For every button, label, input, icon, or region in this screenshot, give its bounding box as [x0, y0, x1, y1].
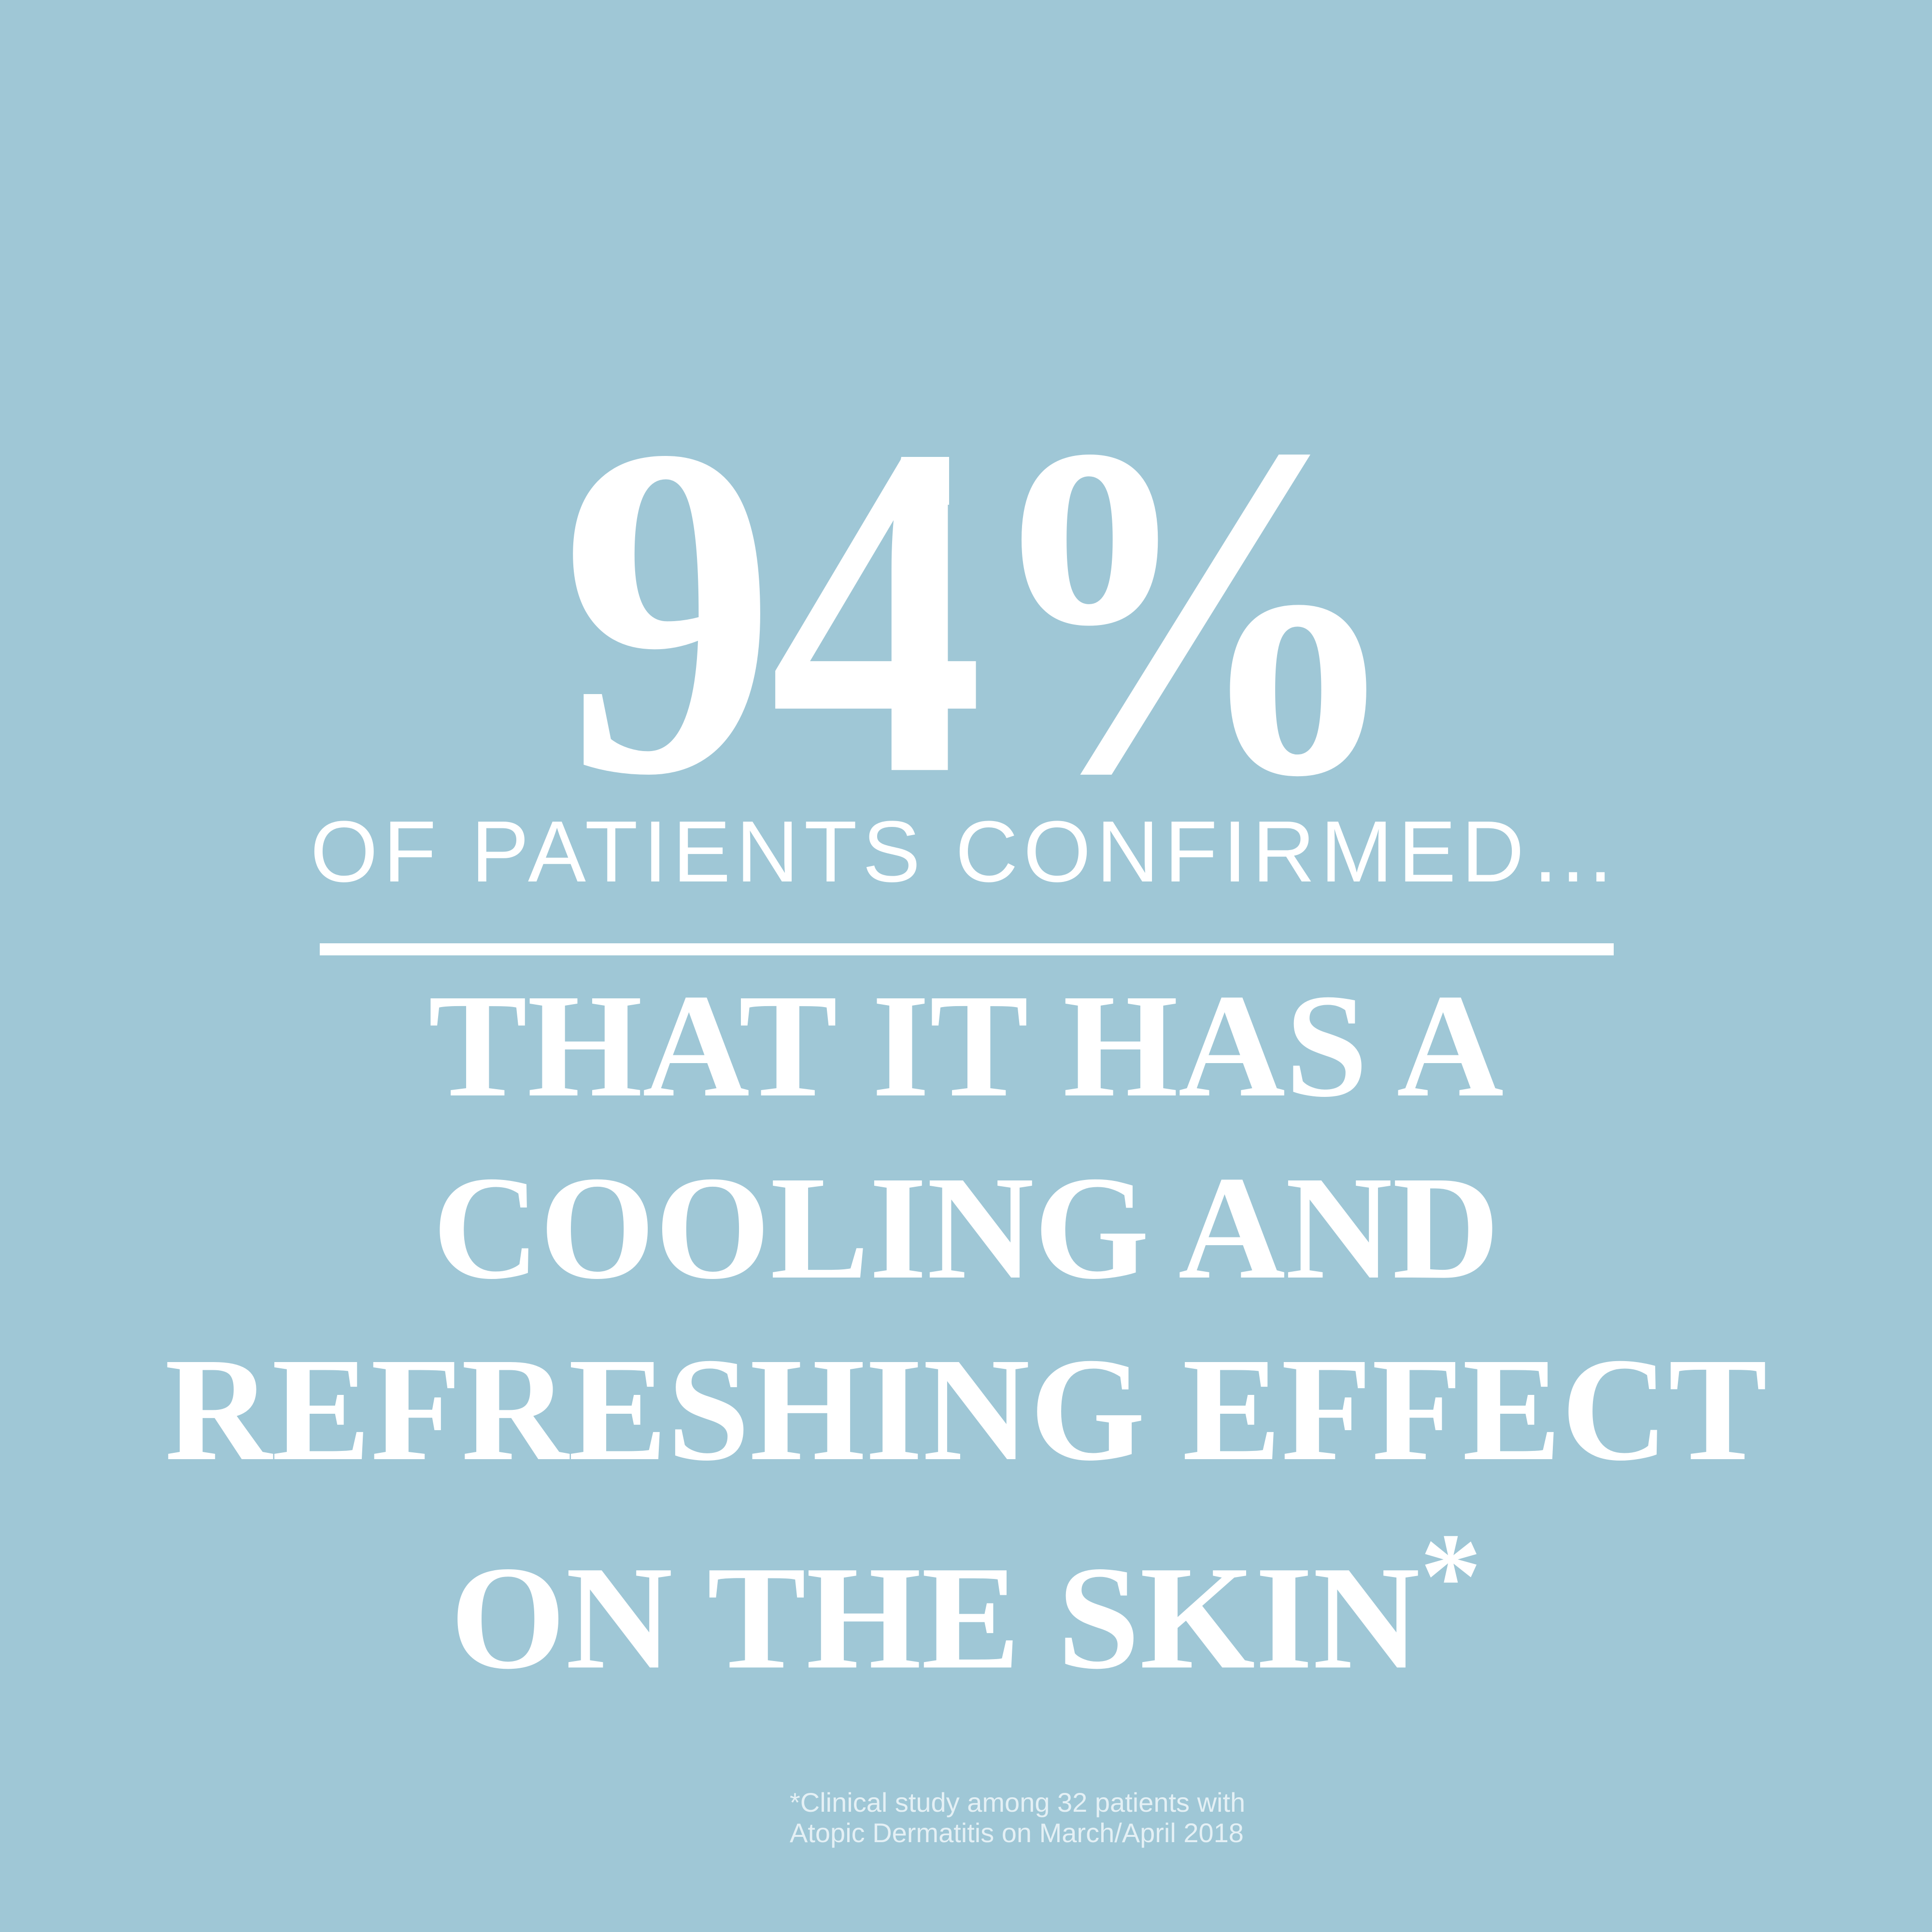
svg-text:94%: 94%: [561, 347, 1400, 828]
